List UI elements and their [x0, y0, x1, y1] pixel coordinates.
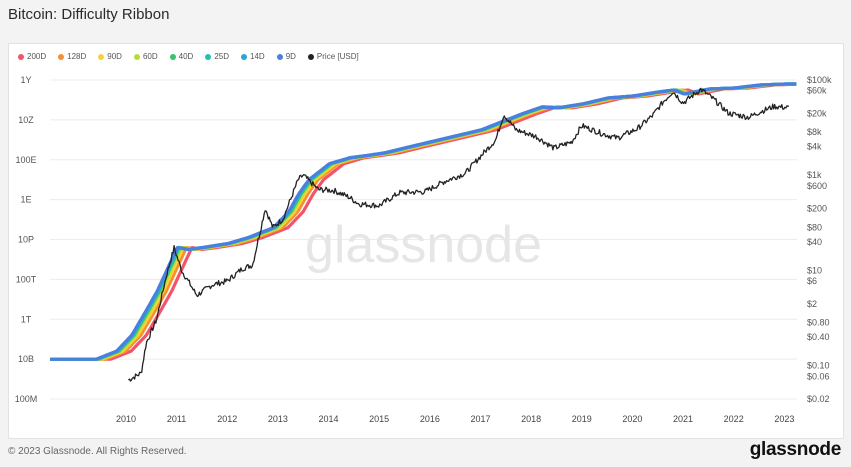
legend-item[interactable]: 25D [205, 52, 229, 61]
legend-dot-icon [307, 53, 314, 60]
y-left-tick-label: 1T [21, 314, 32, 324]
ribbon-line [49, 82, 798, 361]
y-left-tick-label: 100E [15, 155, 36, 165]
legend-dot-icon [241, 53, 247, 60]
legend-label: 9D [285, 52, 296, 61]
legend-item[interactable]: 60D [133, 52, 158, 61]
y-right-tick-label: $8k [807, 127, 822, 137]
legend-label: Price [USD] [316, 52, 359, 61]
legend-label: 60D [142, 52, 158, 61]
legend-dot-icon [276, 53, 283, 60]
x-tick-label: 2022 [724, 414, 744, 424]
y-right-tick-label: $40 [807, 237, 822, 247]
y-right-tick-label: $200 [807, 204, 827, 214]
y-right-tick-label: $1k [807, 170, 822, 180]
legend-dot-icon [18, 53, 24, 60]
legend-dot-icon [169, 53, 176, 60]
x-tick-label: 2021 [673, 414, 693, 424]
x-tick-label: 2015 [369, 414, 389, 424]
y-right-tick-label: $20k [807, 108, 827, 118]
y-right-tick-label: $0.80 [807, 318, 830, 328]
legend-label: 25D [214, 52, 229, 61]
y-right-tick-label: $0.02 [807, 394, 830, 404]
y-left-tick-label: 10Z [18, 115, 34, 125]
legend-item[interactable]: 90D [98, 52, 122, 61]
legend-item[interactable]: 9D [276, 52, 296, 61]
y-right-tick-label: $0.06 [807, 371, 830, 381]
legend-dot-icon [98, 53, 105, 60]
x-tick-label: 2010 [116, 414, 136, 424]
chart-legend: 200D 128D 90D 60D 40D 25D 14D 9D Price [USD] [18, 52, 359, 61]
page-title: Bitcoin: Difficulty Ribbon [8, 6, 170, 23]
x-tick-label: 2020 [622, 414, 642, 424]
difficulty-ribbon [49, 82, 798, 361]
chart-card [8, 43, 844, 439]
price-line [128, 87, 789, 382]
legend-label: 90D [107, 52, 122, 61]
y-right-tick-label: $80 [807, 222, 822, 232]
x-tick-label: 2012 [217, 414, 237, 424]
y-left-tick-label: 100T [16, 274, 37, 284]
x-tick-label: 2013 [268, 414, 288, 424]
legend-item[interactable]: 128D [58, 52, 86, 61]
legend-label: 14D [250, 52, 265, 61]
x-tick-label: 2017 [470, 414, 490, 424]
x-tick-label: 2019 [572, 414, 592, 424]
x-tick-label: 2023 [774, 414, 794, 424]
legend-dot-icon [133, 53, 140, 60]
legend-dot-icon [205, 53, 212, 60]
legend-item[interactable]: Price [USD] [307, 52, 359, 61]
x-tick-label: 2016 [420, 414, 440, 424]
copyright-text: © 2023 Glassnode. All Rights Reserved. [8, 446, 187, 457]
x-tick-label: 2014 [319, 414, 339, 424]
legend-label: 40D [178, 52, 194, 61]
legend-label: 128D [67, 52, 87, 61]
y-right-tick-label: $60k [807, 86, 827, 96]
legend-label: 200D [27, 52, 47, 61]
x-tick-label: 2011 [167, 414, 186, 424]
y-right-tick-label: $0.40 [807, 332, 830, 342]
y-right-tick-label: $2 [807, 299, 817, 309]
y-right-tick-label: $6 [807, 276, 817, 286]
legend-dot-icon [58, 53, 65, 60]
y-right-tick-label: $600 [807, 181, 827, 191]
y-left-tick-label: 1Y [20, 75, 31, 85]
x-tick-label: 2018 [521, 414, 541, 424]
y-left-tick-label: 100M [15, 394, 38, 404]
legend-item[interactable]: 40D [169, 52, 194, 61]
brand-logo: glassnode [749, 439, 842, 460]
legend-item[interactable]: 200D [18, 52, 46, 61]
y-left-tick-label: 1E [20, 195, 31, 205]
y-right-tick-label: $0.10 [807, 361, 830, 371]
watermark-text: glassnode [305, 216, 542, 274]
y-left-tick-label: 10P [18, 235, 34, 245]
y-left-tick-label: 10B [18, 354, 34, 364]
legend-item[interactable]: 14D [241, 52, 265, 61]
y-right-tick-label: $10 [807, 265, 822, 275]
y-right-tick-label: $100k [807, 75, 832, 85]
y-right-tick-label: $4k [807, 142, 822, 152]
